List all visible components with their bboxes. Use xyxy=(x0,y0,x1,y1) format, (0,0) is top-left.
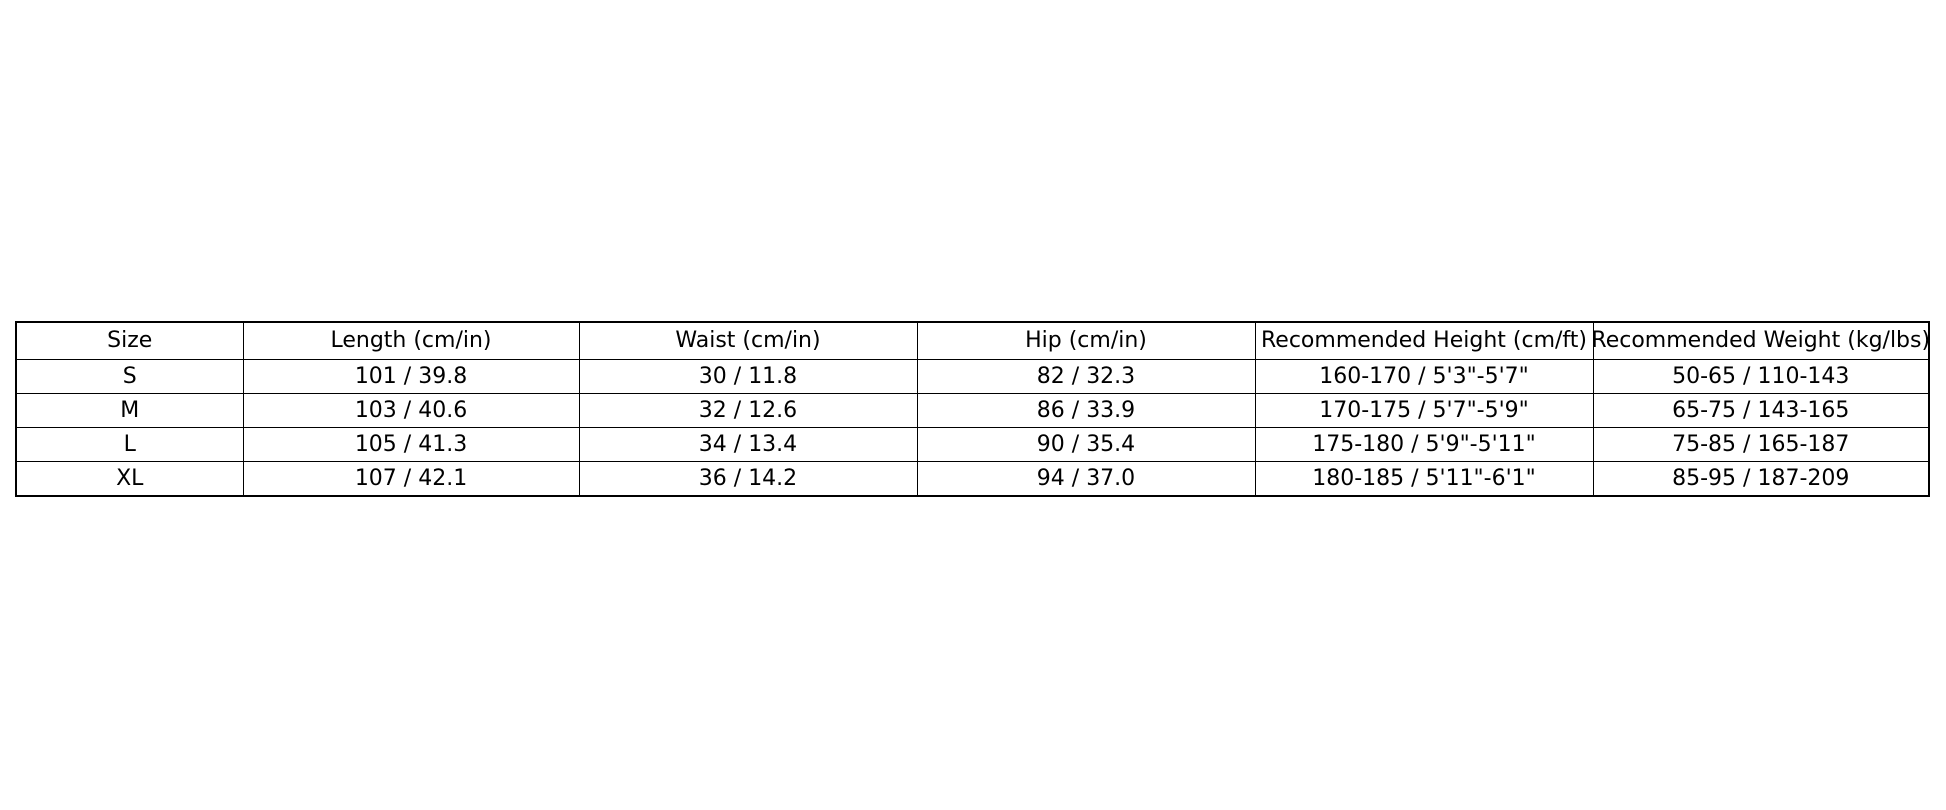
table-row: S 101 / 39.8 30 / 11.8 82 / 32.3 160-170… xyxy=(15,359,1930,394)
column-header-hip: Hip (cm/in) xyxy=(916,321,1256,360)
cell-recommended-weight: 65-75 / 143-165 xyxy=(1592,393,1930,428)
table-row: L 105 / 41.3 34 / 13.4 90 / 35.4 175-180… xyxy=(15,427,1930,462)
column-header-size: Size xyxy=(15,321,244,360)
cell-length: 107 / 42.1 xyxy=(242,461,580,497)
cell-recommended-height: 170-175 / 5'7"-5'9" xyxy=(1254,393,1594,428)
cell-length: 103 / 40.6 xyxy=(242,393,580,428)
cell-hip: 82 / 32.3 xyxy=(916,359,1256,394)
cell-recommended-weight: 50-65 / 110-143 xyxy=(1592,359,1930,394)
table-row: M 103 / 40.6 32 / 12.6 86 / 33.9 170-175… xyxy=(15,393,1930,428)
cell-recommended-weight: 85-95 / 187-209 xyxy=(1592,461,1930,497)
table-header-row: Size Length (cm/in) Waist (cm/in) Hip (c… xyxy=(15,321,1931,360)
cell-waist: 32 / 12.6 xyxy=(578,393,918,428)
size-chart-table: Size Length (cm/in) Waist (cm/in) Hip (c… xyxy=(15,321,1930,497)
cell-hip: 90 / 35.4 xyxy=(916,427,1256,462)
cell-size: S xyxy=(15,359,244,394)
cell-waist: 30 / 11.8 xyxy=(578,359,918,394)
cell-hip: 86 / 33.9 xyxy=(916,393,1256,428)
column-header-recommended-weight-label: Recommended Weight (kg/lbs) xyxy=(1591,328,1931,353)
column-header-length: Length (cm/in) xyxy=(242,321,580,360)
column-header-waist: Waist (cm/in) xyxy=(578,321,918,360)
cell-size: M xyxy=(15,393,244,428)
cell-length: 101 / 39.8 xyxy=(242,359,580,394)
cell-recommended-height: 160-170 / 5'3"-5'7" xyxy=(1254,359,1594,394)
column-header-recommended-weight: Recommended Weight (kg/lbs) xyxy=(1591,321,1931,360)
cell-recommended-weight: 75-85 / 165-187 xyxy=(1592,427,1930,462)
cell-recommended-height: 180-185 / 5'11"-6'1" xyxy=(1254,461,1594,497)
column-header-recommended-height-label: Recommended Height (cm/ft) xyxy=(1261,328,1587,353)
column-header-recommended-height: Recommended Height (cm/ft) xyxy=(1254,321,1594,360)
cell-waist: 34 / 13.4 xyxy=(578,427,918,462)
cell-hip: 94 / 37.0 xyxy=(916,461,1256,497)
cell-waist: 36 / 14.2 xyxy=(578,461,918,497)
cell-size: XL xyxy=(15,461,244,497)
cell-recommended-height: 175-180 / 5'9"-5'11" xyxy=(1254,427,1594,462)
cell-length: 105 / 41.3 xyxy=(242,427,580,462)
cell-size: L xyxy=(15,427,244,462)
table-row: XL 107 / 42.1 36 / 14.2 94 / 37.0 180-18… xyxy=(15,461,1930,497)
